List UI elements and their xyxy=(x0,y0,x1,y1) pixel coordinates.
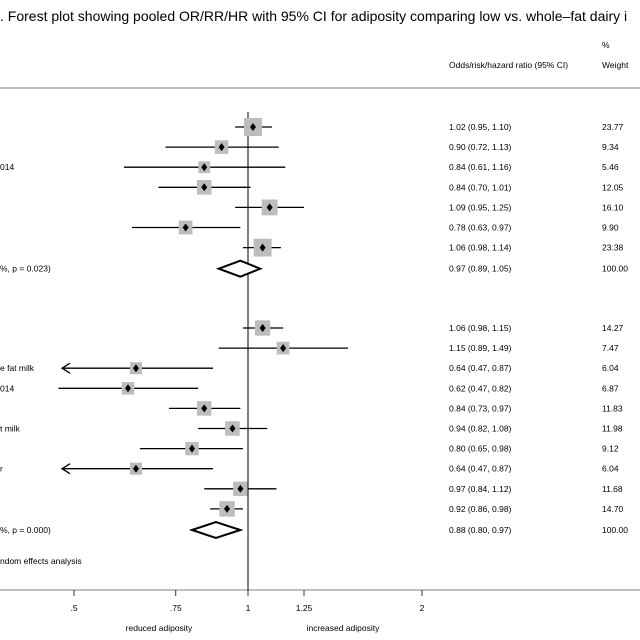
weight-label: 6.04 xyxy=(602,464,619,474)
chart-title: . Forest plot showing pooled OR/RR/HR wi… xyxy=(0,8,627,24)
point-estimate xyxy=(280,344,287,353)
point-estimate xyxy=(132,364,139,373)
weight-label: 9.12 xyxy=(602,444,619,454)
effect-ci-label: 0.92 (0.86, 0.98) xyxy=(449,504,512,514)
weight-label: 9.34 xyxy=(602,142,619,152)
point-estimate xyxy=(124,384,131,393)
ci-arrow xyxy=(60,362,71,374)
weight-label: 11.68 xyxy=(602,484,623,494)
pooled-ci-label: 0.88 (0.80, 0.97) xyxy=(449,525,512,535)
pooled-weight-label: 100.00 xyxy=(602,264,628,274)
effect-ci-label: 0.64 (0.47, 0.87) xyxy=(449,363,512,373)
pooled-label: %, p = 0.023) xyxy=(0,264,51,274)
weight-column-header: Weight xyxy=(602,60,629,70)
weight-label: 6.04 xyxy=(602,363,619,373)
weight-label: 14.27 xyxy=(602,323,624,333)
x-tick-label: 1 xyxy=(246,603,251,613)
weight-label: 16.10 xyxy=(602,202,624,212)
effect-ci-label: 0.94 (0.82, 1.08) xyxy=(449,424,512,434)
pooled-diamond xyxy=(215,259,263,278)
effect-ci-label: 0.90 (0.72, 1.13) xyxy=(449,142,512,152)
weight-label: 11.98 xyxy=(602,424,623,434)
weight-label: 6.87 xyxy=(602,383,619,393)
point-estimate xyxy=(266,203,273,212)
effect-column-header: Odds/risk/hazard ratio (95% CI) xyxy=(449,60,568,70)
effect-ci-label: 1.06 (0.98, 1.15) xyxy=(449,323,512,333)
effect-ci-label: 0.97 (0.84, 1.12) xyxy=(449,484,512,494)
point-estimate xyxy=(224,504,231,513)
pooled-ci-label: 0.97 (0.89, 1.05) xyxy=(449,264,512,274)
pooled-label: %, p = 0.000) xyxy=(0,525,51,535)
point-estimate xyxy=(229,424,236,433)
weight-label: 5.46 xyxy=(602,162,619,172)
point-estimate xyxy=(249,123,256,131)
point-estimate xyxy=(201,404,208,413)
point-estimate xyxy=(237,484,244,493)
effect-ci-label: 1.15 (0.89, 1.49) xyxy=(449,343,512,353)
point-estimate xyxy=(201,163,208,172)
effect-ci-label: 0.80 (0.65, 0.98) xyxy=(449,444,512,454)
study-label: r xyxy=(0,464,3,474)
point-estimate xyxy=(259,324,266,332)
weight-label: 23.38 xyxy=(602,243,624,253)
x-tick-label: .5 xyxy=(70,603,77,613)
pooled-weight-label: 100.00 xyxy=(602,525,628,535)
footnote: ndom effects analysis xyxy=(0,556,82,566)
point-estimate xyxy=(259,243,266,252)
ci-arrow xyxy=(60,463,71,475)
effect-ci-label: 1.09 (0.95, 1.25) xyxy=(449,202,512,212)
effect-ci-label: 1.06 (0.98, 1.14) xyxy=(449,243,512,253)
effect-ci-label: 0.84 (0.73, 0.97) xyxy=(449,403,512,413)
study-label: 014 xyxy=(0,162,14,172)
point-estimate xyxy=(201,183,208,192)
effect-ci-label: 0.84 (0.61, 1.16) xyxy=(449,162,512,172)
weight-label: 9.90 xyxy=(602,223,619,233)
weight-label: 7.47 xyxy=(602,343,619,353)
study-label: 014 xyxy=(0,383,14,393)
study-label: t milk xyxy=(0,424,21,434)
weight-percent-header: % xyxy=(602,40,610,50)
weight-label: 11.83 xyxy=(602,403,623,413)
effect-ci-label: 0.62 (0.47, 0.82) xyxy=(449,383,512,393)
direction-label-left: reduced adiposity xyxy=(126,623,193,633)
weight-label: 14.70 xyxy=(602,504,624,514)
x-tick-label: 1.25 xyxy=(296,603,313,613)
weight-label: 12.05 xyxy=(602,182,624,192)
x-tick-label: 2 xyxy=(420,603,425,613)
point-estimate xyxy=(182,223,189,232)
direction-label-right: increased adiposity xyxy=(307,623,381,633)
weight-label: 23.77 xyxy=(602,122,624,132)
point-estimate xyxy=(132,464,139,473)
pooled-diamond xyxy=(188,520,244,540)
effect-ci-label: 0.78 (0.63, 0.97) xyxy=(449,223,512,233)
effect-ci-label: 1.02 (0.95, 1.10) xyxy=(449,122,512,132)
effect-ci-label: 0.64 (0.47, 0.87) xyxy=(449,464,512,474)
effect-ci-label: 0.84 (0.70, 1.01) xyxy=(449,182,512,192)
point-estimate xyxy=(218,143,225,152)
point-estimate xyxy=(188,444,195,453)
study-label: e fat milk xyxy=(0,363,35,373)
x-tick-label: .75 xyxy=(170,603,182,613)
